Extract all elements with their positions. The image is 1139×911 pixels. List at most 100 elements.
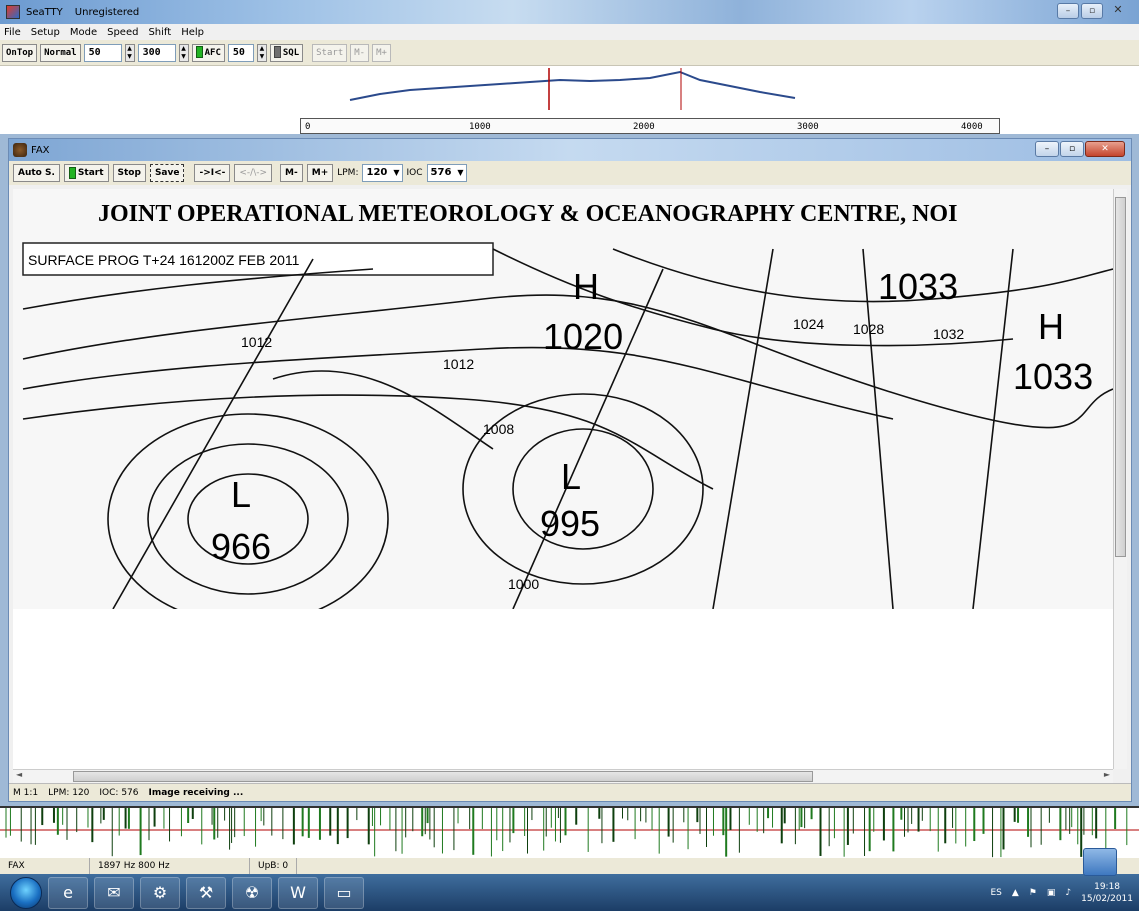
menu-file[interactable]: File [4, 26, 21, 38]
receive-status: Image receiving ... [148, 787, 244, 798]
pressure-label: 1033 [878, 266, 958, 307]
tick-label: 0 [305, 122, 311, 132]
afc-led-icon [195, 46, 203, 58]
zoom-status: M 1:1 [13, 787, 39, 798]
maximize-button[interactable]: ▫ [1081, 3, 1103, 19]
pressure-label: 1008 [483, 421, 514, 437]
sql-label: SQL [282, 47, 300, 58]
spin-1[interactable]: ▲ ▼ [124, 43, 135, 62]
tools-icon[interactable]: ⚒ [186, 876, 226, 909]
tray-arrow-icon[interactable]: ▲ [1011, 887, 1019, 898]
menu-setup[interactable]: Setup [30, 26, 60, 38]
volume-icon[interactable]: ♪ [1065, 887, 1072, 898]
ontop-button[interactable]: OnTop [2, 43, 38, 62]
scroll-right-icon[interactable]: ► [1103, 770, 1110, 779]
value-input-2[interactable]: 300 [137, 43, 176, 62]
tick-label: 1000 [469, 122, 491, 132]
app-title-bar[interactable]: SeaTTY Unregistered – ▫ ✕ [0, 0, 1139, 24]
memory-plus-button[interactable]: M+ [372, 43, 391, 62]
pressure-label: 966 [211, 526, 271, 567]
pressure-label: 1020 [543, 316, 623, 357]
lpm-select[interactable]: 120 ▼ [362, 164, 403, 182]
clock-date: 15/02/2011 [1081, 893, 1133, 904]
fax-start-label: Start [77, 168, 104, 178]
menu-speed[interactable]: Speed [107, 26, 139, 38]
pressure-label: 1032 [933, 326, 964, 342]
start-button[interactable] [10, 876, 42, 909]
spin-2[interactable]: ▲ ▼ [178, 43, 189, 62]
pressure-label: 1012 [443, 356, 474, 372]
close-button[interactable]: ✕ [1113, 3, 1123, 16]
start-led-icon [68, 166, 76, 179]
menu-mode[interactable]: Mode [69, 26, 98, 38]
taskbar: e ✉ ⚙ ⚒ ☢ W ▭ ES ▲ ⚑ ▣ ♪ 19:18 15/02/201… [0, 848, 1139, 911]
value-input-1[interactable]: 50 [83, 43, 122, 62]
weather-chart-image: JOINT OPERATIONAL METEOROLOGY & OCEANOGR… [13, 189, 1113, 609]
pressure-label: 1012 [241, 334, 272, 350]
fax-toolbar: Auto S. Start Stop Save ->I<- <-/\-> M- … [9, 161, 1131, 185]
fax-status-bar: M 1:1 LPM: 120 IOC: 576 Image receiving … [9, 783, 1131, 801]
pressure-label: 995 [540, 503, 600, 544]
mode-status: FAX [0, 858, 90, 874]
spectrum-display[interactable] [0, 66, 1139, 118]
menu-help[interactable]: Help [181, 26, 204, 38]
folder-icon[interactable]: ▭ [324, 876, 364, 909]
seatty-app-icon [6, 5, 20, 19]
ioc-select[interactable]: 576 ▼ [426, 164, 467, 182]
mail-icon[interactable]: ✉ [94, 876, 134, 909]
sql-toggle[interactable]: SQL [269, 43, 304, 62]
lpm-status: LPM: 120 [48, 787, 90, 798]
word-icon[interactable]: W [278, 876, 318, 909]
start-button[interactable]: Start [312, 43, 348, 62]
horizontal-scrollbar[interactable]: ◄ ► [13, 769, 1113, 783]
value-input-3[interactable]: 50 [227, 43, 254, 62]
sql-led-icon [273, 46, 281, 58]
fax-close-button[interactable]: ✕ [1085, 141, 1125, 157]
menu-bar: File Setup Mode Speed Shift Help [0, 24, 1139, 40]
monitor-icon[interactable]: ▣ [1046, 887, 1056, 898]
main-toolbar: OnTop Normal 50 ▲ ▼ 300 ▲ ▼ AFC 50 ▲ ▼ SQL … [0, 40, 1139, 66]
tick-label: 3000 [797, 122, 819, 132]
minimize-button[interactable]: – [1057, 3, 1079, 19]
spin-3[interactable]: ▲ ▼ [256, 43, 267, 62]
pressure-label: 1000 [508, 576, 539, 592]
vertical-scrollbar[interactable] [1113, 189, 1127, 769]
vertical-scroll-thumb[interactable] [1115, 197, 1126, 557]
tick-label: 2000 [633, 122, 655, 132]
frequency-scale[interactable]: 0 1000 2000 3000 4000 [0, 118, 1139, 134]
network-icon[interactable]: ⚙ [140, 876, 180, 909]
horizontal-scroll-thumb[interactable] [73, 771, 813, 782]
waterfall-display[interactable] [0, 806, 1139, 858]
fax-save-button[interactable]: Save [149, 164, 185, 182]
fax-start-button[interactable]: Start [63, 164, 109, 182]
auto-start-button[interactable]: Auto S. [13, 164, 60, 182]
fax-image-canvas[interactable]: JOINT OPERATIONAL METEOROLOGY & OCEANOGR… [13, 189, 1113, 769]
ioc-label: IOC [406, 168, 423, 178]
system-tray: ES ▲ ⚑ ▣ ♪ 19:18 15/02/2011 [990, 848, 1139, 911]
internet-explorer-icon[interactable]: e [48, 876, 88, 909]
align-button[interactable]: ->I<- [194, 164, 231, 182]
fax-stop-button[interactable]: Stop [112, 164, 146, 182]
fax-memory-minus-button[interactable]: M- [280, 164, 303, 182]
normal-button[interactable]: Normal [40, 43, 81, 62]
show-desktop-icon[interactable] [1083, 848, 1117, 876]
fax-minimize-button[interactable]: – [1035, 141, 1059, 157]
pressure-label: 1033 [1013, 356, 1093, 397]
chart-label: SURFACE PROG T+24 161200Z FEB 2011 [28, 252, 300, 268]
fax-maximize-button[interactable]: ▫ [1060, 141, 1084, 157]
language-indicator[interactable]: ES [990, 887, 1002, 898]
pressure-label: 1024 [793, 316, 824, 332]
lpm-value: 120 [366, 167, 388, 178]
fax-title: FAX [31, 144, 50, 156]
fax-memory-plus-button[interactable]: M+ [306, 164, 334, 182]
slant-button[interactable]: <-/\-> [234, 164, 273, 182]
clock[interactable]: 19:18 15/02/2011 [1081, 881, 1133, 905]
seatty-task-icon[interactable]: ☢ [232, 876, 272, 909]
afc-toggle[interactable]: AFC [191, 43, 225, 62]
lpm-label: LPM: [337, 168, 359, 178]
memory-minus-button[interactable]: M- [350, 43, 370, 62]
scroll-left-icon[interactable]: ◄ [16, 770, 23, 779]
menu-shift[interactable]: Shift [148, 26, 172, 38]
fax-title-bar[interactable]: FAX – ▫ ✕ [9, 139, 1131, 161]
flag-icon[interactable]: ⚑ [1028, 887, 1037, 898]
